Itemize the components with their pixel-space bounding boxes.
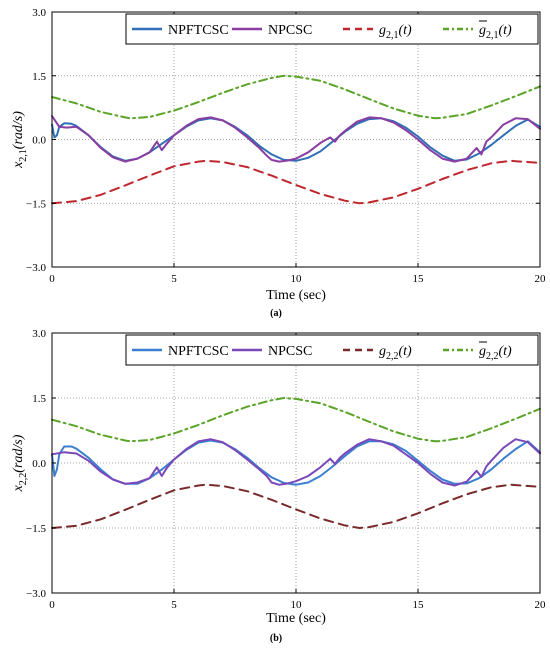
y-tick-label: −1.5 <box>26 198 46 210</box>
x-tick-label: 20 <box>535 273 547 285</box>
y-tick-label: 0.0 <box>32 458 46 470</box>
series-line-0 <box>51 439 541 486</box>
legend-label-0: NPFTCSC <box>168 344 229 359</box>
y-tick-label: 3.0 <box>32 7 46 19</box>
series-line-2 <box>51 483 541 529</box>
chart-panel-1: 0 5 10 15 20 −3.0 −1.5 0.0 1.5 3.0 Time (sec) x2,2(… <box>11 328 546 644</box>
y-tick-label: 1.5 <box>32 71 46 83</box>
y-tick-label: 1.5 <box>32 393 46 405</box>
chart-panel-0: 0 5 10 15 20 −3.0 −1.5 0.0 1.5 3.0 Time (sec) x2,1(… <box>11 7 546 319</box>
y-tick-label: −1.5 <box>26 523 46 535</box>
legend-label-0: NPFTCSC <box>168 23 229 38</box>
x-axis-label: Time (sec) <box>266 611 326 626</box>
legend-box <box>125 334 539 366</box>
y-tick-label: 3.0 <box>32 328 46 340</box>
x-tick-label: 0 <box>49 599 55 611</box>
y-tick-label: −3.0 <box>26 262 46 274</box>
x-tick-label: 15 <box>413 273 425 285</box>
x-tick-label: 0 <box>49 273 55 285</box>
x-axis-label: Time (sec) <box>266 288 326 303</box>
legend-label-1: NPCSC <box>268 23 312 38</box>
x-tick-label: 10 <box>291 273 303 285</box>
legend-label-2: g2,1(t) <box>379 23 412 41</box>
x-tick-label: 15 <box>413 599 425 611</box>
legend: NPFTCSC NPCSC g2,2(t) g2,2(t) <box>125 334 539 366</box>
y-axis-label: x2,1(rad/s) <box>11 111 29 169</box>
figure-caption: (a) <box>270 308 282 319</box>
legend-box <box>125 13 539 45</box>
series-line-2 <box>51 159 541 205</box>
y-tick-label: 0.0 <box>32 135 46 147</box>
legend-label-3: g2,1(t) <box>479 23 512 41</box>
x-tick-label: 5 <box>171 273 177 285</box>
y-axis-label: x2,2(rad/s) <box>11 434 29 492</box>
legend-label-2: g2,2(t) <box>379 344 412 362</box>
x-tick-label: 5 <box>171 599 177 611</box>
y-tick-label: −3.0 <box>26 588 46 600</box>
series-line-1 <box>51 115 541 163</box>
legend: NPFTCSC NPCSC g2,1(t) g2,1(t) <box>125 13 539 45</box>
series-line-3 <box>51 74 541 120</box>
x-tick-label: 20 <box>535 599 547 611</box>
figure-caption: (b) <box>270 633 282 644</box>
series-line-3 <box>51 397 541 443</box>
x-tick-label: 10 <box>291 599 303 611</box>
legend-label-3: g2,2(t) <box>479 344 512 362</box>
legend-label-1: NPCSC <box>268 344 312 359</box>
series-line-1 <box>51 438 541 487</box>
